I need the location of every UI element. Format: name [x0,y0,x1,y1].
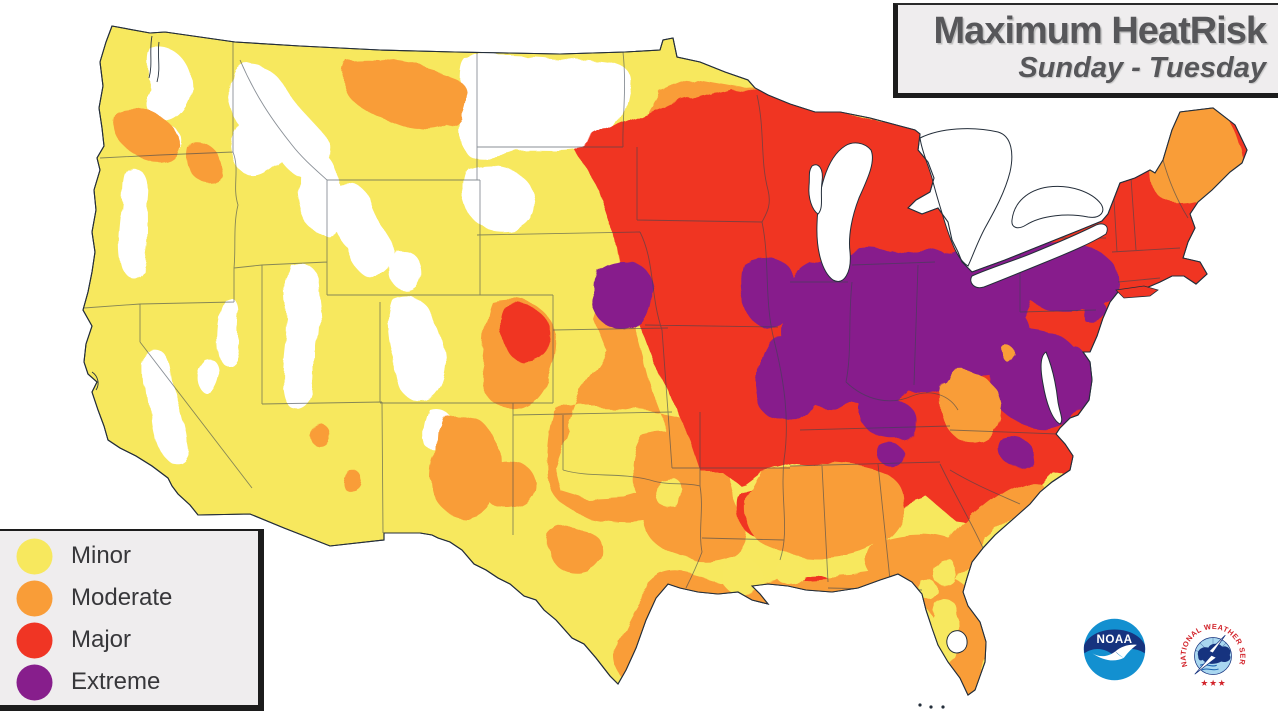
legend-item-minor: Minor [16,535,258,577]
legend: Minor Moderate Major Extreme [0,529,264,711]
long-island [1115,285,1159,299]
moderate-swatch-icon [16,580,53,616]
legend-item-major: Major [16,619,258,661]
legend-label-minor: Minor [71,542,132,569]
lake-okeechobee [946,630,968,654]
lake-michigan [816,142,873,282]
major-swatch-icon [16,622,53,658]
extreme-swatch-icon [16,664,53,700]
nws-logo-icon: NATIONAL WEATHER SERVICE ★ ★ ★ [1179,621,1248,691]
minor-swatch-icon [16,538,53,574]
map-region-extreme [591,241,1117,468]
map-region-moderate-appalachia [940,346,1017,443]
title-box: Maximum HeatRisk Sunday - Tuesday [893,3,1278,98]
lake-huron [919,128,1013,267]
nws-logo-stars: ★ ★ ★ [1200,679,1225,688]
legend-item-extreme: Extreme [16,661,258,703]
noaa-logo-text: NOAA [1096,633,1132,646]
green-bay [808,164,823,215]
map-region-moderate-accents [615,101,1244,694]
legend-label-moderate: Moderate [71,584,173,611]
lake-ontario [1011,185,1104,229]
noaa-logo-icon: NOAA [1083,618,1146,681]
puget-sound [91,35,160,391]
legend-label-major: Major [71,626,132,653]
page-subtitle: Sunday - Tuesday [1018,52,1266,84]
florida-keys [918,703,945,709]
great-lakes [808,128,1108,654]
chesapeake-bay [1040,351,1063,425]
state-borders [83,42,1189,591]
legend-item-moderate: Moderate [16,577,258,619]
map-region-no-data [118,46,631,461]
page-title: Maximum HeatRisk [933,10,1267,52]
legend-label-extreme: Extreme [71,668,161,695]
lake-erie [970,223,1108,289]
